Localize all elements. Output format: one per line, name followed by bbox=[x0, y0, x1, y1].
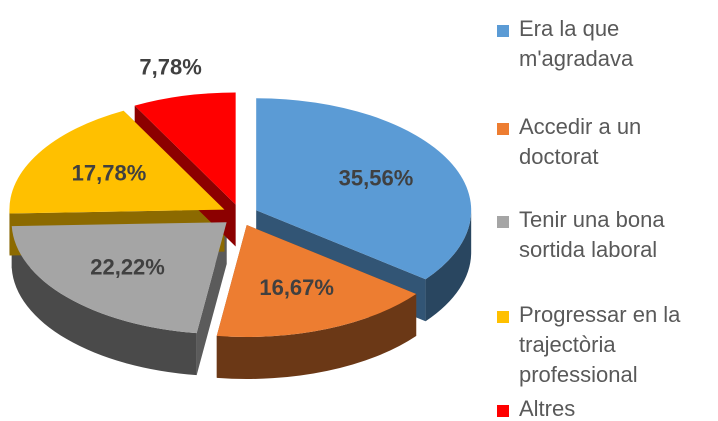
slice bbox=[9, 110, 225, 214]
legend-entry: Era la que m'agradava bbox=[497, 14, 712, 74]
slice-wall bbox=[425, 210, 472, 322]
data-label: 22,22% bbox=[90, 255, 165, 280]
pie-area: 35,56% 16,67% 22,22% 17,78% 7,78% bbox=[9, 54, 472, 380]
slice bbox=[11, 222, 227, 334]
slice bbox=[256, 98, 472, 280]
legend-entry: Progressar en la trajectòria professiona… bbox=[497, 300, 712, 390]
legend-label: Accedir a un doctorat bbox=[519, 114, 642, 169]
data-label: 16,67% bbox=[259, 275, 334, 300]
legend-swatch bbox=[497, 25, 509, 37]
legend-swatch bbox=[497, 311, 509, 323]
slice bbox=[134, 92, 236, 205]
legend-entry: Altres bbox=[497, 394, 712, 421]
data-label: 35,56% bbox=[339, 166, 414, 191]
legend-entry: Accedir a un doctorat bbox=[497, 112, 712, 172]
legend-entry: Tenir una bona sortida laboral bbox=[497, 205, 712, 265]
legend-label: Tenir una bona sortida laboral bbox=[519, 207, 665, 262]
data-label: 17,78% bbox=[72, 161, 147, 186]
legend-label: Progressar en la trajectòria professiona… bbox=[519, 302, 681, 387]
legend-swatch bbox=[497, 123, 509, 135]
slice bbox=[216, 225, 417, 338]
data-label: 7,78% bbox=[139, 54, 201, 79]
slice-wall bbox=[11, 226, 197, 376]
legend-label: Altres bbox=[519, 396, 576, 421]
legend-swatch bbox=[497, 405, 509, 417]
legend-label: Era la que m'agradava bbox=[519, 16, 634, 71]
legend-swatch bbox=[497, 216, 509, 228]
slice-wall bbox=[216, 293, 417, 380]
